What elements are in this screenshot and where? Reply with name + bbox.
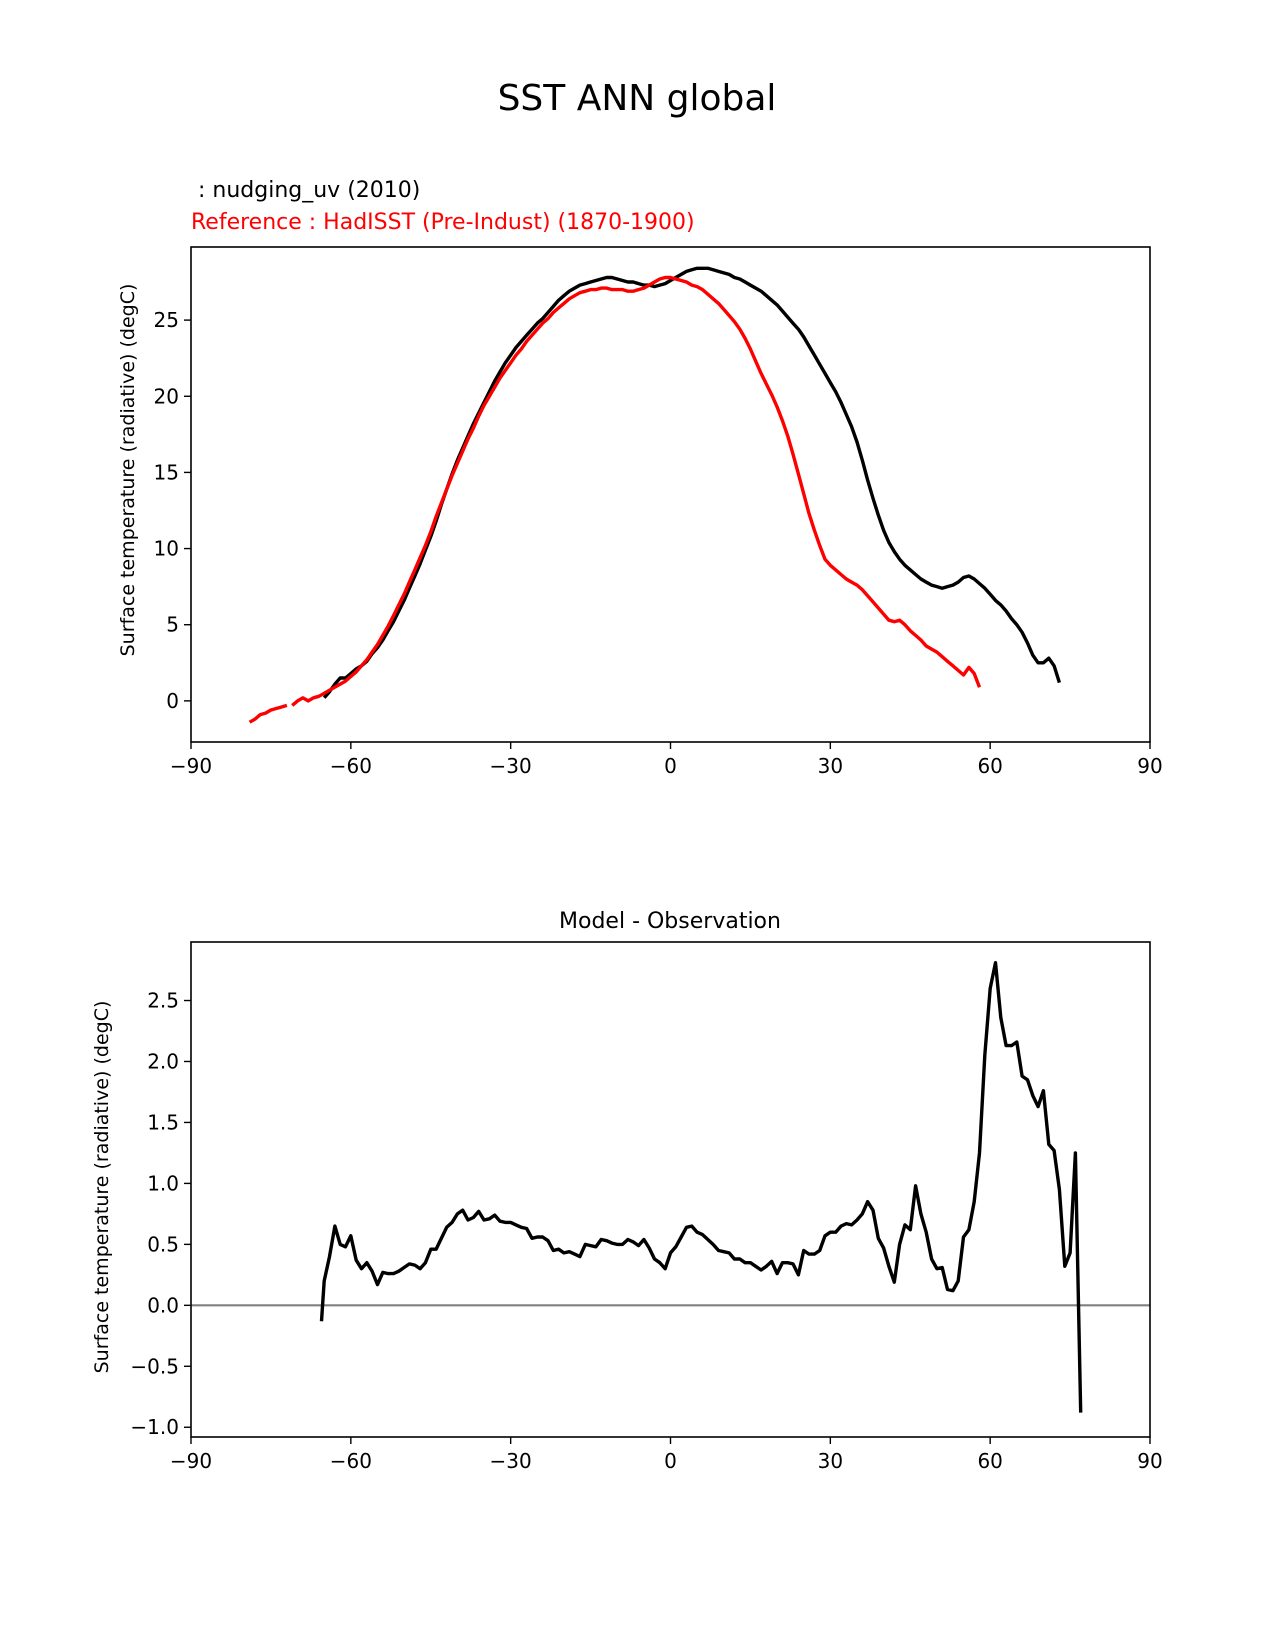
top-y-ticks: 0 5 10 15 20 25: [154, 308, 191, 713]
y-tick-label: 0: [166, 689, 179, 713]
y-tick-label: 25: [154, 308, 179, 332]
top-y-axis-label: Surface temperature (radiative) (degC): [117, 284, 139, 657]
x-tick-label: −30: [490, 754, 532, 778]
x-tick-label: −90: [170, 754, 212, 778]
x-tick-label: −30: [490, 1449, 532, 1473]
series-line-1: [319, 961, 1083, 1413]
x-tick-label: 0: [664, 754, 677, 778]
y-tick-label: 0.5: [147, 1232, 179, 1256]
y-tick-label: 0.0: [147, 1293, 179, 1317]
y-tick-label: 2.5: [147, 989, 179, 1013]
top-x-ticks: −90 −60 −30 0 30 60 90: [170, 742, 1163, 778]
bottom-y-axis-label: Surface temperature (radiative) (degC): [91, 1001, 113, 1374]
y-tick-label: 15: [154, 460, 179, 484]
x-tick-label: −90: [170, 1449, 212, 1473]
bottom-y-ticks: −1.0 −0.5 0.0 0.5 1.0 1.5 2.0 2.5: [130, 989, 191, 1439]
x-tick-label: 60: [977, 1449, 1002, 1473]
y-tick-label: 1.5: [147, 1110, 179, 1134]
top-plot-frame: [190, 246, 1151, 743]
top-panel: : nudging_uv (2010) Reference : HadISST …: [117, 178, 1163, 778]
y-tick-label: 1.0: [147, 1171, 179, 1195]
bottom-lines: [319, 961, 1083, 1413]
bottom-panel: Model - Observation Surface temperature …: [91, 909, 1163, 1473]
x-tick-label: 30: [818, 1449, 843, 1473]
x-tick-label: 30: [818, 754, 843, 778]
test-label: : nudging_uv (2010): [191, 178, 420, 203]
bottom-x-ticks: −90 −60 −30 0 30 60 90: [170, 1437, 1163, 1473]
y-tick-label: 10: [154, 537, 179, 561]
top-lines: [248, 266, 1062, 724]
series-line-2: [291, 275, 982, 707]
y-tick-label: 5: [166, 613, 179, 637]
bottom-panel-title: Model - Observation: [559, 909, 781, 934]
x-tick-label: 0: [664, 1449, 677, 1473]
y-tick-label: −0.5: [130, 1354, 179, 1378]
x-tick-label: 60: [977, 754, 1002, 778]
series-line-2: [248, 703, 288, 724]
figure-title: SST ANN global: [498, 78, 777, 119]
reference-label: Reference : HadISST (Pre-Indust) (1870-1…: [191, 210, 695, 235]
y-tick-label: 20: [154, 384, 179, 408]
x-tick-label: −60: [330, 1449, 372, 1473]
x-tick-label: −60: [330, 754, 372, 778]
x-tick-label: 90: [1137, 754, 1162, 778]
bottom-plot-frame: [190, 941, 1151, 1438]
y-tick-label: 2.0: [147, 1049, 179, 1073]
x-tick-label: 90: [1137, 1449, 1162, 1473]
y-tick-label: −1.0: [130, 1415, 179, 1439]
